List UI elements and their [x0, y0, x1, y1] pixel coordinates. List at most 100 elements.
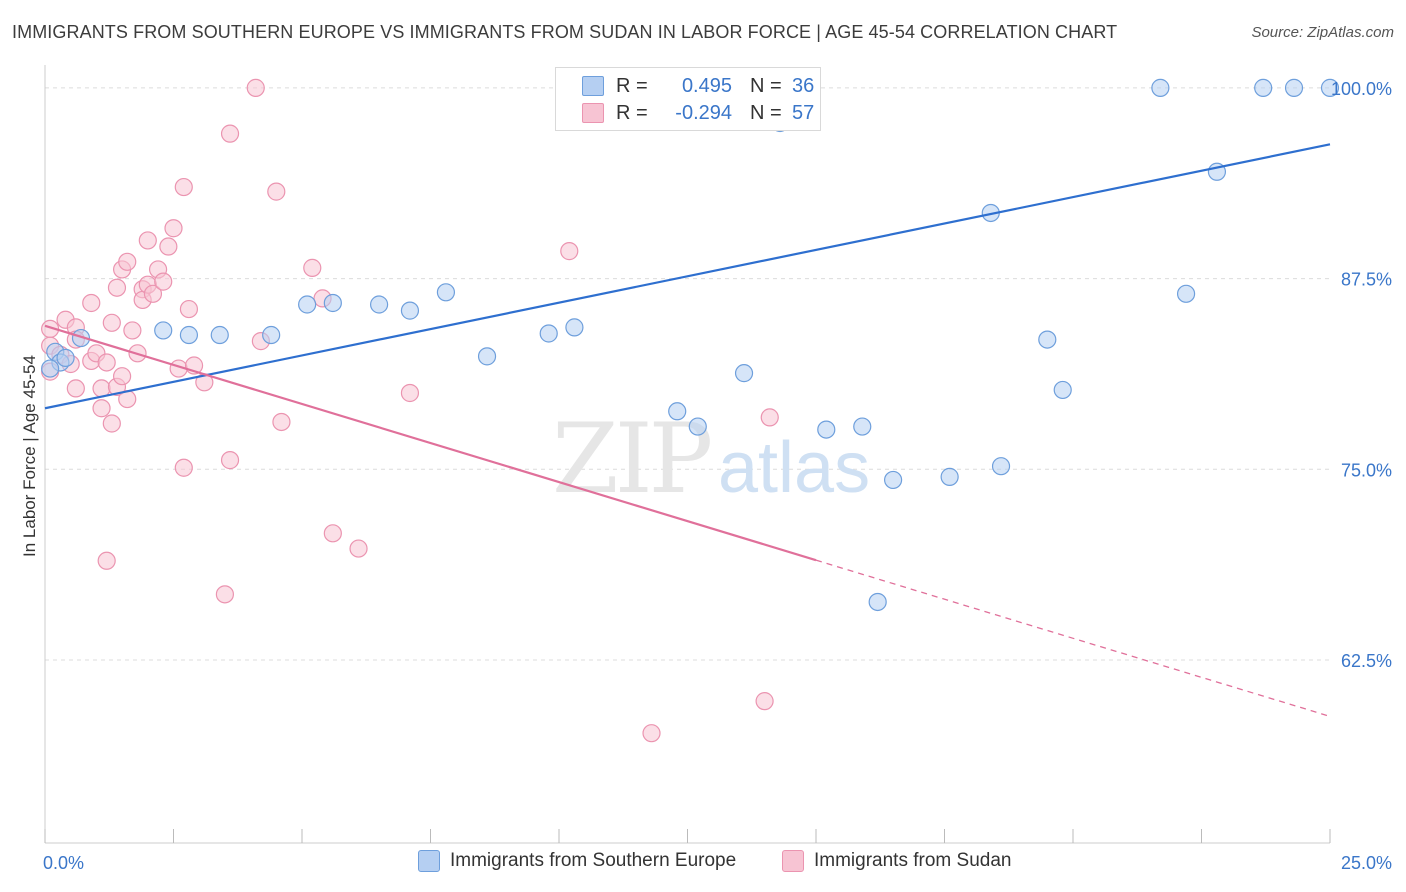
data-point — [1284, 78, 1304, 97]
data-point — [298, 295, 317, 314]
data-point — [940, 467, 959, 486]
data-point — [400, 301, 420, 320]
data-point — [991, 457, 1011, 476]
data-point — [642, 724, 661, 743]
watermark-zip: ZIP — [552, 403, 711, 515]
data-point — [262, 325, 281, 345]
data-point — [272, 412, 291, 432]
data-point — [303, 258, 322, 277]
legend-r-label: R = — [616, 74, 648, 97]
data-point — [41, 359, 60, 378]
data-point — [868, 592, 887, 612]
data-point — [1176, 284, 1196, 303]
data-point — [1254, 78, 1273, 97]
tick-labels: 100.0% 87.5% 75.0% 62.5% 0.0% 25.0% — [43, 79, 1392, 873]
data-point — [107, 278, 127, 297]
data-point — [323, 524, 342, 543]
data-point — [246, 78, 265, 97]
legend-swatch-pink — [582, 103, 604, 123]
legend-row-southern-europe: R = 0.495 N = 36 — [556, 73, 814, 99]
source-label: Source: ZipAtlas.com — [1251, 24, 1394, 41]
data-point — [179, 299, 199, 319]
series-legend-sudan: Immigrants from Sudan — [782, 850, 1011, 872]
data-point — [174, 458, 193, 477]
x-tick-label: 25.0% — [1341, 853, 1392, 873]
legend-n-label: N = — [750, 74, 782, 97]
data-point — [349, 539, 368, 558]
legend-n-label: N = — [750, 101, 782, 124]
correlation-legend: R = 0.495 N = 36 R = -0.294 N = 57 — [555, 67, 821, 131]
series-legend-label: Immigrants from Sudan — [814, 850, 1012, 871]
data-point — [1053, 380, 1072, 400]
data-point — [97, 353, 116, 372]
data-point — [668, 402, 687, 421]
data-point — [883, 470, 903, 490]
data-point — [138, 231, 157, 250]
y-tick-label: 62.5% — [1341, 651, 1392, 671]
data-point — [174, 177, 193, 197]
data-point — [734, 364, 754, 383]
data-point — [565, 318, 584, 337]
watermark: ZIP atlas — [552, 403, 870, 515]
data-point — [760, 408, 779, 427]
data-point — [215, 585, 234, 604]
data-point — [159, 237, 178, 256]
x-tick-label: 0.0% — [43, 853, 84, 873]
data-point — [688, 417, 707, 436]
data-point — [267, 182, 286, 201]
data-point — [853, 417, 872, 436]
data-point — [102, 313, 121, 332]
legend-r-value: -0.294 — [675, 101, 732, 124]
data-point — [436, 283, 456, 302]
y-tick-label: 75.0% — [1341, 460, 1392, 480]
series-southern-europe-points — [41, 78, 1340, 612]
watermark-atlas: atlas — [718, 428, 870, 508]
y-axis-label: In Labor Force | Age 45-54 — [20, 355, 39, 557]
axes — [44, 65, 1331, 844]
data-point — [102, 414, 121, 433]
data-point — [539, 324, 558, 343]
data-point — [560, 242, 579, 261]
data-point — [143, 284, 163, 303]
y-tick-label: 87.5% — [1341, 270, 1392, 290]
data-point — [817, 420, 836, 439]
y-tick-label: 100.0% — [1331, 79, 1392, 99]
data-point — [220, 124, 240, 143]
trend-line-southern-europe — [44, 143, 1331, 410]
chart-title: IMMIGRANTS FROM SOUTHERN EUROPE VS IMMIG… — [12, 22, 1118, 42]
grid-lines — [45, 87, 1330, 661]
series-legend-label: Immigrants from Southern Europe — [450, 850, 737, 871]
data-point — [370, 295, 389, 314]
legend-row-sudan: R = -0.294 N = 57 — [556, 100, 814, 126]
data-point — [755, 692, 774, 711]
data-point — [220, 451, 240, 470]
data-point — [210, 325, 229, 345]
data-point — [112, 367, 132, 386]
data-point — [179, 325, 199, 345]
legend-swatch-blue — [582, 76, 604, 96]
data-point — [1038, 330, 1057, 349]
data-point — [118, 252, 137, 271]
data-point — [56, 348, 75, 367]
trend-line-sudan-extension — [815, 559, 1331, 718]
legend-r-value: 0.495 — [681, 74, 732, 97]
data-point — [71, 328, 91, 348]
data-point — [154, 272, 173, 291]
data-point — [66, 379, 85, 398]
data-point — [400, 383, 420, 403]
series-legend-southern-europe: Immigrants from Southern Europe — [418, 850, 736, 872]
trend-line-sudan — [44, 324, 817, 562]
data-point — [477, 347, 497, 366]
data-point — [123, 321, 142, 340]
data-point — [92, 399, 111, 418]
data-point — [323, 293, 342, 313]
legend-swatch-pink — [782, 850, 804, 872]
data-point — [1320, 78, 1340, 97]
data-point — [82, 293, 101, 313]
legend-r-label: R = — [616, 101, 648, 124]
data-point — [164, 219, 183, 238]
data-point — [154, 321, 173, 340]
legend-n-value: 57 — [792, 101, 815, 124]
legend-swatch-blue — [418, 850, 440, 872]
